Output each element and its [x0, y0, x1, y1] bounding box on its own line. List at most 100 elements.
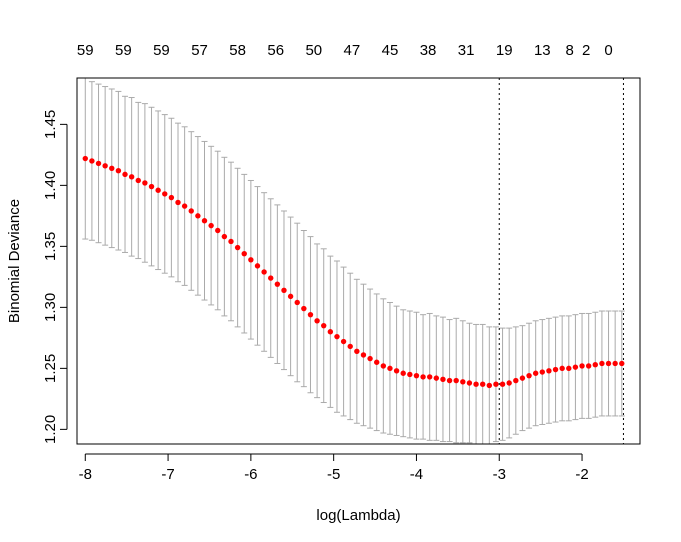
- y-tick-label: 1.30: [42, 293, 59, 322]
- data-point: [89, 158, 95, 164]
- top-axis-label: 31: [458, 42, 475, 59]
- data-point: [546, 368, 552, 374]
- plot-frame: [76, 77, 641, 445]
- data-point: [605, 360, 612, 367]
- top-axis-label: 59: [115, 42, 132, 59]
- top-axis-label: 0: [604, 42, 612, 59]
- data-point: [466, 380, 473, 386]
- data-point: [374, 359, 380, 365]
- data-point: [526, 372, 532, 379]
- top-axis-label: 38: [420, 42, 437, 59]
- data-point: [228, 238, 234, 245]
- data-point: [599, 360, 605, 367]
- top-axis-label: 59: [153, 42, 170, 59]
- data-point: [612, 360, 618, 367]
- y-axis-label: Binomial Deviance: [6, 199, 23, 323]
- y-tick-label: 1.40: [42, 171, 59, 200]
- data-point: [380, 363, 387, 369]
- top-axis-label: 47: [344, 42, 361, 59]
- data-points: [82, 155, 625, 389]
- data-point: [585, 363, 592, 369]
- data-point: [420, 374, 426, 380]
- data-point: [393, 368, 400, 374]
- data-point: [460, 379, 466, 385]
- data-point: [539, 369, 546, 375]
- data-point: [248, 257, 254, 263]
- data-point: [268, 275, 274, 281]
- data-point: [307, 311, 314, 318]
- data-point: [532, 370, 539, 376]
- data-point: [493, 381, 499, 387]
- data-point: [294, 299, 300, 306]
- data-point: [360, 352, 367, 358]
- data-point: [148, 183, 155, 190]
- data-point: [413, 372, 420, 379]
- top-axis-label: 56: [267, 42, 284, 59]
- x-tick-label: -7: [161, 466, 174, 483]
- data-point: [327, 329, 334, 335]
- data-point: [208, 222, 214, 229]
- top-axis-label: 13: [534, 42, 551, 59]
- data-point: [407, 371, 413, 378]
- x-tick-label: -5: [327, 466, 340, 483]
- data-point: [367, 355, 373, 362]
- y-tick-label: 1.35: [42, 232, 59, 261]
- data-point: [168, 194, 175, 201]
- data-point: [221, 233, 228, 240]
- data-point: [314, 318, 320, 324]
- x-tick-label: -4: [410, 466, 423, 483]
- data-point: [241, 250, 247, 257]
- top-axis-label: 59: [77, 42, 94, 59]
- data-point: [479, 381, 486, 387]
- data-point: [473, 381, 479, 387]
- data-point: [155, 187, 161, 193]
- data-point: [400, 370, 406, 376]
- y-tick-label: 1.25: [42, 354, 59, 383]
- top-axis-label: 50: [305, 42, 322, 59]
- top-axis-label: 58: [229, 42, 246, 59]
- data-point: [234, 244, 241, 251]
- data-point: [427, 374, 433, 380]
- x-tick-label: -3: [493, 466, 506, 483]
- data-point: [440, 376, 446, 383]
- top-axis-label: 57: [191, 42, 208, 59]
- data-point: [519, 375, 526, 381]
- data-point: [215, 227, 221, 234]
- data-point: [579, 363, 585, 369]
- data-point: [592, 362, 598, 368]
- data-point: [321, 322, 327, 329]
- data-point: [387, 365, 393, 372]
- reference-lines: [498, 78, 624, 444]
- data-point: [162, 191, 168, 197]
- x-axis-label: log(Lambda): [316, 507, 400, 524]
- data-point: [175, 199, 181, 206]
- data-point: [506, 380, 512, 386]
- y-axis: 1.20 1.25 1.30 1.35 1.40 1.45: [42, 110, 68, 444]
- data-point: [115, 168, 122, 174]
- data-point: [188, 208, 194, 214]
- data-point: [566, 365, 572, 372]
- top-axis-label: 8: [565, 42, 573, 59]
- data-point: [334, 333, 340, 340]
- data-point: [499, 381, 506, 387]
- data-point: [201, 218, 208, 224]
- data-point: [287, 293, 294, 300]
- x-tick-label: -8: [79, 466, 92, 483]
- data-point: [513, 377, 519, 384]
- data-point: [354, 348, 360, 354]
- data-point: [453, 377, 459, 384]
- data-point: [261, 269, 267, 275]
- x-tick-label: -2: [575, 466, 588, 483]
- data-point: [102, 163, 108, 169]
- data-point: [109, 165, 115, 171]
- data-point: [552, 366, 559, 373]
- data-point: [301, 305, 307, 312]
- top-axis-label: 19: [496, 42, 513, 59]
- x-tick-label: -6: [244, 466, 257, 483]
- data-point: [572, 364, 579, 370]
- data-point: [486, 382, 493, 389]
- y-tick-label: 1.20: [42, 415, 59, 444]
- data-point: [340, 338, 347, 345]
- data-point: [281, 287, 287, 293]
